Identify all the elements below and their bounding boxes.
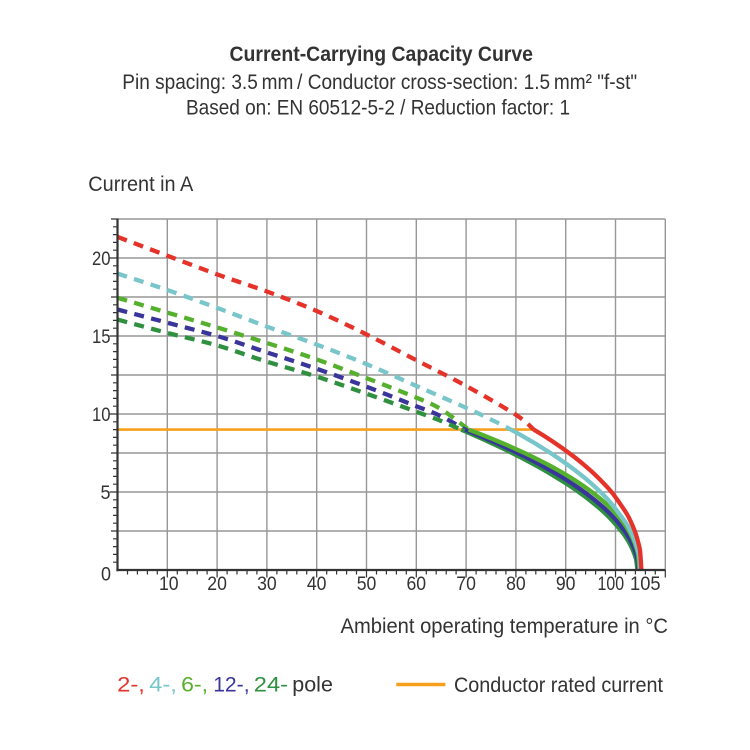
svg-text:Current in A: Current in A <box>88 172 194 196</box>
svg-text:100: 100 <box>598 573 625 595</box>
svg-text:70: 70 <box>456 573 476 595</box>
svg-text:20: 20 <box>207 573 227 595</box>
svg-text:105: 105 <box>630 573 661 595</box>
svg-text:5: 5 <box>101 482 111 504</box>
svg-text:15: 15 <box>92 326 111 348</box>
svg-text:40: 40 <box>307 573 327 595</box>
svg-text:50: 50 <box>357 573 377 595</box>
svg-text:12-,: 12-, <box>213 673 249 697</box>
svg-text:Conductor rated current: Conductor rated current <box>454 673 663 697</box>
svg-text:Current-Carrying Capacity Curv: Current-Carrying Capacity Curve <box>230 42 534 66</box>
svg-text:Ambient operating temperature: Ambient operating temperature in °C <box>341 614 669 638</box>
svg-text:0: 0 <box>101 563 111 585</box>
svg-text:6-,: 6-, <box>181 673 208 697</box>
svg-text:90: 90 <box>556 573 576 595</box>
svg-text:20: 20 <box>92 248 111 270</box>
svg-text:80: 80 <box>506 573 526 595</box>
svg-text:30: 30 <box>257 573 277 595</box>
svg-text:4-,: 4-, <box>149 673 177 697</box>
svg-text:60: 60 <box>407 573 427 595</box>
svg-text:Pin spacing: 3.5 mm / Conducto: Pin spacing: 3.5 mm / Conductor cross-se… <box>122 71 637 94</box>
svg-text:10: 10 <box>159 573 179 595</box>
svg-text:Based on: EN 60512-5-2 / Reduc: Based on: EN 60512-5-2 / Reduction facto… <box>186 97 570 120</box>
svg-text:pole: pole <box>292 673 333 697</box>
svg-text:24-: 24- <box>254 673 288 697</box>
svg-text:2-,: 2-, <box>117 673 145 697</box>
svg-text:10: 10 <box>92 404 111 426</box>
